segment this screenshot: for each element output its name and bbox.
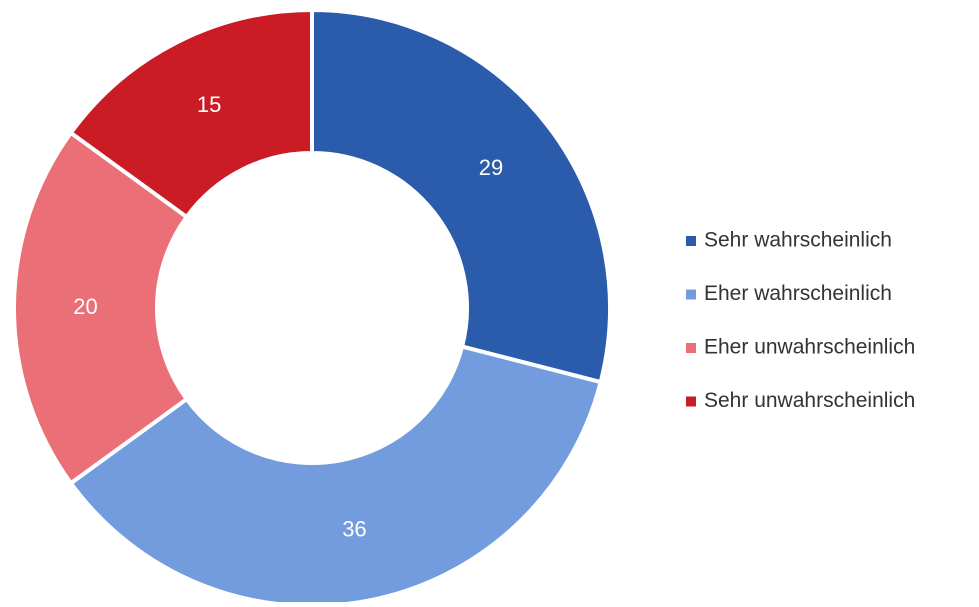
donut-slice (68, 7, 314, 220)
legend-label: Sehr unwahrscheinlich (704, 389, 915, 412)
data-label: 15 (197, 92, 221, 117)
legend-swatch (686, 343, 696, 353)
legend-label: Eher unwahrscheinlich (704, 336, 915, 359)
legend-label: Eher wahrscheinlich (704, 282, 892, 305)
legend-swatch (686, 396, 696, 407)
legend-label: Sehr wahrscheinlich (704, 229, 892, 252)
legend-swatch (686, 289, 696, 300)
data-label: 29 (479, 155, 503, 180)
donut-slice (12, 130, 190, 486)
data-label: 20 (73, 294, 97, 319)
legend-swatch (686, 236, 696, 246)
data-label: 36 (342, 516, 366, 541)
donut-slice (310, 7, 612, 385)
donut-slice (68, 344, 604, 607)
